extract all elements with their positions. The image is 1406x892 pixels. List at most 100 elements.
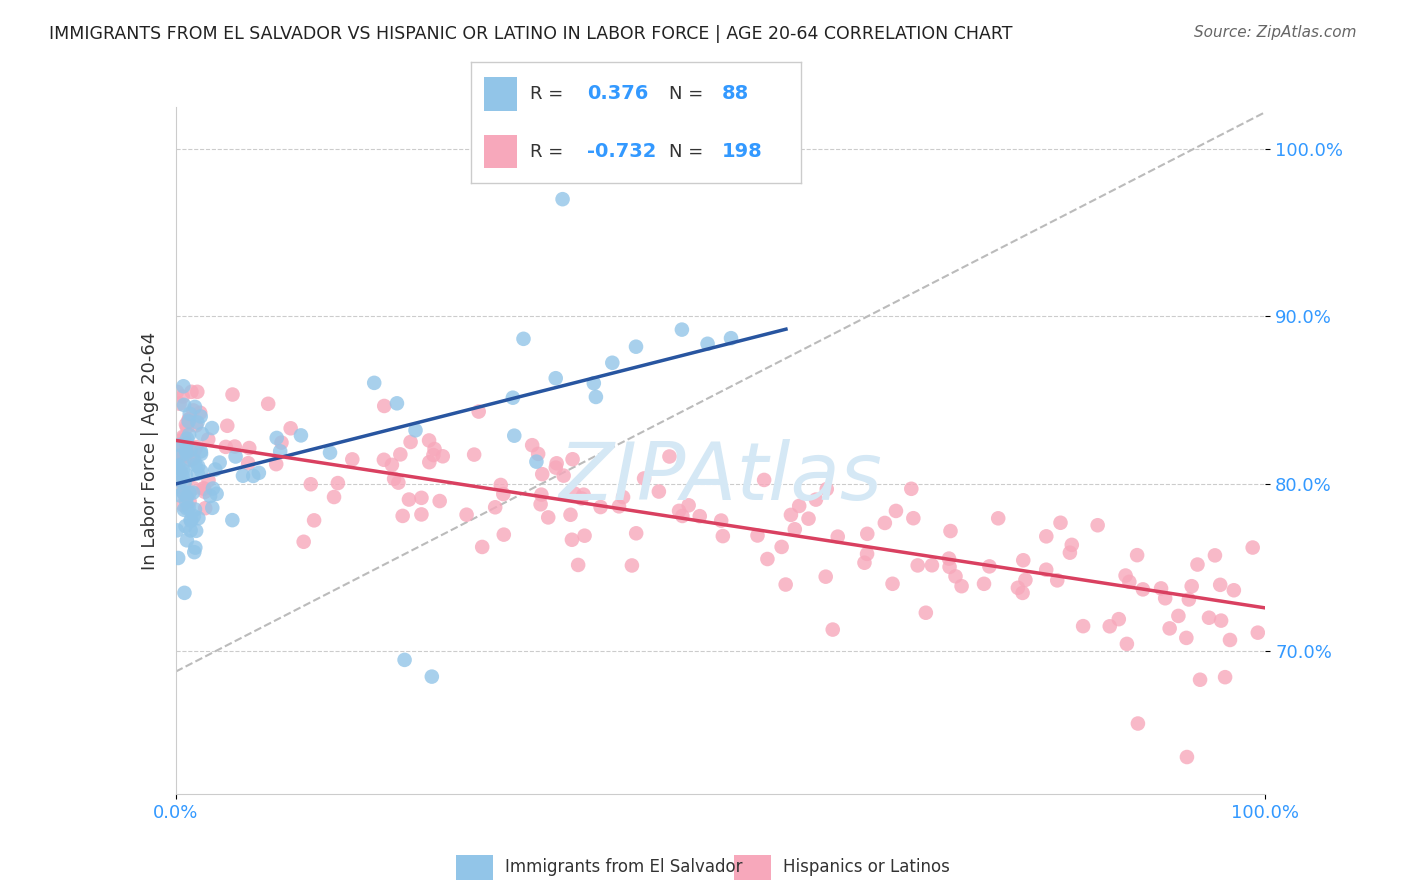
Point xyxy=(502,391,524,405)
Point xyxy=(173,586,195,600)
Point xyxy=(169,475,191,489)
Point xyxy=(1247,625,1270,640)
Point xyxy=(184,442,207,457)
Text: IMMIGRANTS FROM EL SALVADOR VS HISPANIC OR LATINO IN LABOR FORCE | AGE 20-64 COR: IMMIGRANTS FROM EL SALVADOR VS HISPANIC … xyxy=(49,25,1012,43)
Point xyxy=(671,508,693,523)
Point xyxy=(562,486,585,500)
Point xyxy=(821,623,844,637)
Point xyxy=(166,448,188,462)
Point xyxy=(1187,558,1209,572)
Point xyxy=(979,559,1001,574)
Point xyxy=(411,491,433,505)
Point xyxy=(1154,591,1177,606)
Point xyxy=(176,432,198,446)
Point xyxy=(177,500,200,515)
Point xyxy=(180,384,202,399)
Point xyxy=(165,465,187,479)
Point xyxy=(270,435,292,450)
Point xyxy=(1209,614,1232,628)
Point xyxy=(190,447,212,461)
Point xyxy=(1118,574,1140,589)
Point xyxy=(326,476,349,491)
Point xyxy=(201,482,224,496)
Point xyxy=(172,468,194,483)
Bar xyxy=(484,135,517,169)
Point xyxy=(177,414,200,428)
Point xyxy=(582,376,605,391)
Text: 198: 198 xyxy=(723,142,763,161)
Point xyxy=(711,529,734,543)
Point xyxy=(522,438,544,452)
Point xyxy=(387,475,409,490)
Point xyxy=(873,516,896,530)
Point xyxy=(382,472,405,486)
Point xyxy=(589,500,612,514)
Point xyxy=(173,447,195,461)
Point xyxy=(752,473,775,487)
Point xyxy=(184,400,207,414)
Point xyxy=(526,455,548,469)
Point xyxy=(186,416,208,430)
Text: Immigrants from El Salvador: Immigrants from El Salvador xyxy=(505,858,742,877)
Point xyxy=(1071,619,1094,633)
Y-axis label: In Labor Force | Age 20-64: In Labor Force | Age 20-64 xyxy=(141,331,159,570)
Point xyxy=(193,482,215,496)
Point xyxy=(827,530,849,544)
Point xyxy=(224,440,246,454)
Point xyxy=(165,434,187,448)
Point xyxy=(1223,583,1246,598)
Point xyxy=(290,428,312,442)
Point xyxy=(607,500,630,514)
Point xyxy=(177,427,200,442)
Point xyxy=(418,455,440,469)
Point xyxy=(197,473,219,487)
Point xyxy=(624,526,647,541)
Point xyxy=(174,494,197,508)
Point xyxy=(190,444,212,458)
Point xyxy=(780,508,803,522)
Point xyxy=(815,482,838,496)
Point xyxy=(165,471,187,485)
Point xyxy=(238,456,260,470)
Point xyxy=(172,390,194,404)
Point xyxy=(756,552,779,566)
Point xyxy=(187,459,209,474)
Point xyxy=(221,387,243,401)
Point xyxy=(187,467,209,481)
Point xyxy=(238,441,260,455)
Point xyxy=(342,452,364,467)
Point xyxy=(173,475,195,490)
Point xyxy=(804,492,827,507)
Point xyxy=(1167,608,1189,623)
Point xyxy=(232,468,254,483)
Point xyxy=(385,396,408,410)
Point xyxy=(319,445,342,459)
Point xyxy=(903,511,925,525)
Point xyxy=(183,451,205,466)
Point xyxy=(191,426,214,441)
Point xyxy=(165,435,187,450)
Text: Hispanics or Latinos: Hispanics or Latinos xyxy=(783,858,950,877)
Bar xyxy=(484,77,517,111)
Point xyxy=(170,464,193,478)
Point xyxy=(939,524,962,538)
Point xyxy=(671,323,693,337)
Point xyxy=(856,526,879,541)
Point xyxy=(1198,611,1220,625)
Point xyxy=(787,499,810,513)
Point xyxy=(1241,541,1264,555)
Point xyxy=(193,482,215,496)
Point xyxy=(553,468,575,483)
Point xyxy=(914,606,936,620)
Point xyxy=(197,433,219,447)
Point xyxy=(167,551,190,566)
Point xyxy=(381,458,404,472)
Text: R =: R = xyxy=(530,85,569,103)
Point xyxy=(1178,592,1201,607)
Point xyxy=(242,469,264,483)
Point xyxy=(492,527,515,541)
Bar xyxy=(734,855,770,880)
Point xyxy=(173,398,195,412)
Point xyxy=(612,490,634,504)
Point xyxy=(600,356,623,370)
